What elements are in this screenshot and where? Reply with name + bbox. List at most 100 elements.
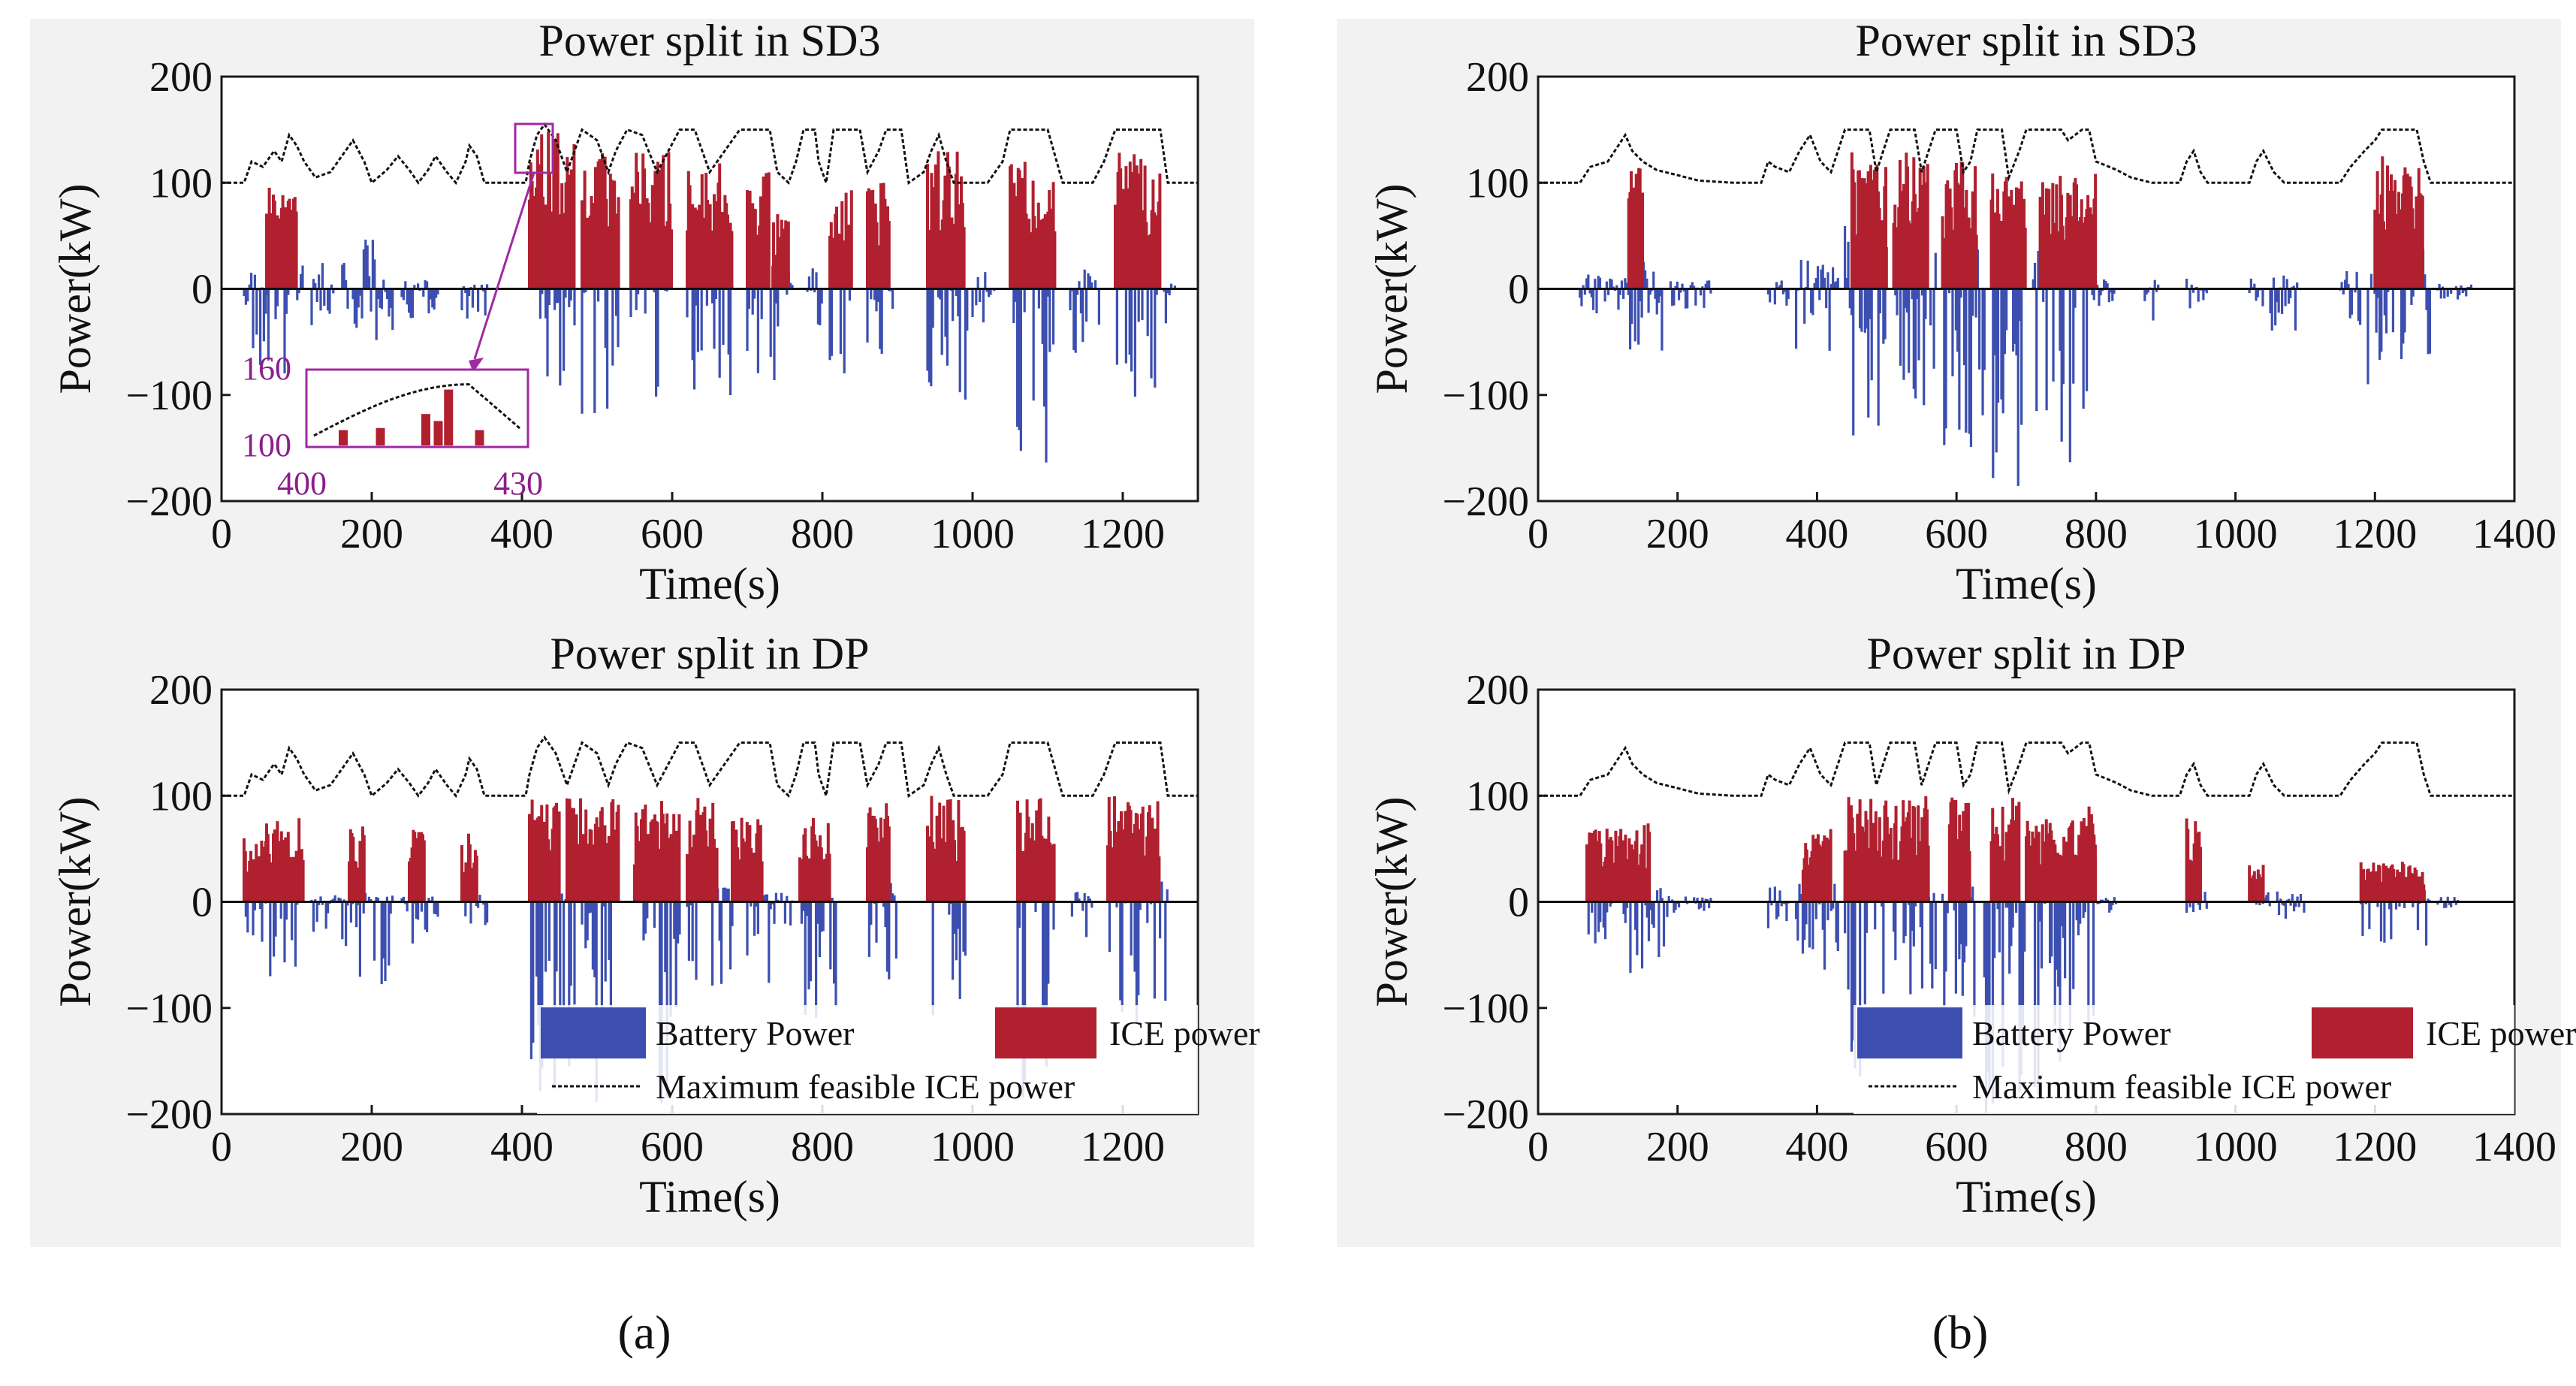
a-dp-battery-bar	[351, 901, 354, 904]
inset-ytick-160: 160	[242, 350, 291, 387]
b-sd3-ytick-label: 100	[1466, 160, 1529, 207]
b-sd3-battery-bar	[2375, 288, 2378, 333]
b-dp-battery-bar	[2288, 898, 2291, 902]
b-sd3-battery-bar	[2348, 288, 2351, 319]
a-sd3-battery-bar	[332, 288, 335, 294]
b-dp-xtick-label: 800	[2065, 1124, 2128, 1170]
a-dp-battery-bar	[339, 898, 342, 902]
b-sd3-ice-bar	[1974, 166, 1977, 289]
b-sd3-battery-bar	[2292, 285, 2295, 289]
a-sd3-battery-bar	[1168, 288, 1171, 296]
a-dp-ice-bar	[1052, 844, 1056, 902]
a-sd3-battery-bar	[371, 240, 374, 289]
a-sd3-battery-bar	[276, 288, 279, 306]
b-sd3-battery-bar	[2020, 288, 2023, 425]
a-dp-battery-bar	[426, 901, 429, 932]
b-dp-battery-bar	[2443, 901, 2446, 908]
b-sd3-battery-bar	[1785, 288, 1788, 306]
b-dp-battery-bar	[2294, 901, 2297, 907]
b-dp-battery-bar	[2390, 901, 2393, 940]
a-sd3-battery-bar	[789, 282, 792, 289]
a-sd3-battery-bar	[1090, 282, 1093, 289]
a-dp-battery-bar	[319, 896, 322, 902]
a-dp-battery-bar	[653, 901, 656, 929]
b-sd3-battery-bar	[1640, 288, 1643, 318]
a-sd3-battery-bar	[473, 284, 476, 289]
b-dp-battery-bar	[1808, 901, 1811, 948]
a-dp-battery-bar	[411, 901, 414, 944]
a-dp-battery-bar	[608, 901, 611, 960]
b-sd3-battery-bar	[1694, 288, 1697, 306]
a-dp-legend-battery-swatch	[541, 1007, 646, 1058]
a-sd3-battery-bar	[629, 288, 632, 317]
b-sd3-battery-bar	[1648, 288, 1651, 295]
a-dp-xtick-label: 0	[211, 1124, 232, 1170]
a-dp-battery-bar	[1045, 901, 1048, 1067]
a-sd3-battery-bar	[1173, 285, 1176, 289]
a-dp-ytick-label: 200	[149, 667, 213, 714]
b-sd3-battery-bar	[2190, 284, 2193, 289]
b-dp-battery-bar	[1625, 901, 1629, 908]
b-sd3-battery-bar	[2188, 288, 2191, 309]
a-dp-battery-bar	[802, 901, 805, 911]
a-sd3-battery-bar	[1150, 288, 1153, 379]
b-dp-battery-bar	[1965, 901, 1968, 947]
b-sd3-battery-bar	[2248, 288, 2251, 294]
a-dp-battery-bar	[964, 901, 967, 956]
a-dp-battery-bar	[1024, 901, 1027, 1081]
b-dp-battery-bar	[2004, 901, 2007, 908]
a-dp-battery-bar	[261, 901, 264, 942]
b-dp-battery-bar	[2394, 901, 2398, 910]
b-sd3-battery-bar	[1799, 259, 1802, 289]
b-dp-ice-bar	[1605, 829, 1609, 902]
b-dp-battery-bar	[2450, 901, 2453, 907]
b-dp-xtick-label: 1200	[2333, 1124, 2417, 1170]
b-dp-battery-bar	[2050, 901, 2053, 957]
b-dp-battery-bar	[2203, 892, 2206, 902]
b-dp-xtick-label: 400	[1785, 1124, 1848, 1170]
a-sd3-battery-bar	[433, 288, 436, 310]
a-dp-battery-bar	[415, 901, 418, 919]
b-dp-max-ice-line	[1538, 741, 2514, 797]
b-dp-battery-bar	[1818, 901, 1821, 904]
a-sd3-battery-bar	[604, 288, 607, 349]
inset-xtick-430: 430	[493, 465, 543, 502]
b-sd3-battery-bar	[2107, 288, 2110, 303]
a-sd3-battery-bar	[341, 264, 344, 289]
a-dp-battery-bar	[952, 901, 955, 980]
b-dp-battery-bar	[1904, 901, 1907, 936]
a-dp-battery-bar	[274, 901, 277, 937]
b-sd3-battery-bar	[2410, 288, 2413, 305]
b-sd3-battery-bar	[1847, 241, 1850, 289]
b-sd3-battery-bar	[1884, 288, 1887, 340]
b-sd3-battery-bar	[1773, 288, 1776, 305]
a-dp-ytick-label: −200	[125, 1092, 213, 1138]
a-sd3-battery-bar	[422, 288, 425, 297]
b-sd3-battery-bar	[1947, 288, 1951, 294]
b-dp-battery-bar	[1958, 901, 1961, 959]
b-dp-ice-bar	[1913, 807, 1917, 902]
b-dp-ice-bar	[2082, 818, 2086, 902]
b-sd3-battery-bar	[1911, 288, 1914, 300]
a-dp-battery-bar	[962, 901, 965, 952]
a-sd3-battery-bar	[484, 288, 487, 316]
b-sd3-battery-bar	[2261, 288, 2264, 306]
a-dp-battery-bar	[731, 901, 734, 926]
b-dp-battery-bar	[1587, 901, 1590, 935]
a-sd3-battery-bar	[597, 288, 600, 302]
b-dp-battery-bar	[2033, 901, 2037, 1088]
a-sd3-battery-bar	[606, 288, 609, 409]
b-sd3-battery-bar	[1693, 285, 1696, 289]
a-sd3-battery-bar	[1078, 281, 1081, 289]
b-sd3-battery-bar	[1617, 288, 1620, 310]
b-sd3-xtick-label: 200	[1646, 511, 1709, 557]
a-sd3-ice-bar	[1048, 189, 1051, 289]
a-sd3-battery-bar	[248, 284, 251, 289]
b-sd3-battery-bar	[1689, 285, 1692, 289]
a-sd3-battery-bar	[315, 288, 318, 302]
b-sd3-battery-bar	[1603, 288, 1606, 302]
b-dp-ytick-label: −200	[1442, 1092, 1529, 1138]
b-sd3-battery-bar	[2369, 273, 2373, 289]
a-dp-ice-bar	[760, 861, 764, 902]
b-sd3-battery-bar	[1951, 288, 1954, 377]
